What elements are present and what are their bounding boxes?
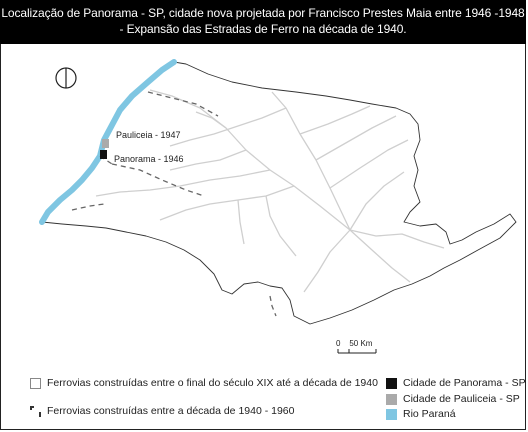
legend-railways-old: Ferrovias construídas entre o final do s…	[30, 377, 378, 389]
legend-swatch-pauliceia	[386, 393, 397, 405]
railways-new	[71, 91, 277, 317]
sao-paulo-map: Pauliceia - 1947 Panorama - 1946 0 50 Km	[39, 59, 517, 354]
legend-panorama: Cidade de Panorama - SP	[386, 377, 526, 389]
legend-railways-new: Ferrovias construídas entre a década de …	[30, 405, 295, 417]
legend-railways-old-label: Ferrovias construídas entre o final do s…	[47, 377, 378, 389]
legend-parana-label: Rio Paraná	[403, 408, 456, 420]
pauliceia-marker	[102, 139, 109, 148]
legend: Ferrovias construídas entre o final do s…	[0, 368, 526, 430]
north-arrow-icon	[55, 67, 77, 89]
legend-parana: Rio Paraná	[386, 408, 456, 420]
legend-pauliceia: Cidade de Pauliceia - SP	[386, 393, 520, 405]
legend-pauliceia-label: Cidade de Pauliceia - SP	[403, 393, 520, 405]
legend-swatch-parana	[386, 408, 397, 420]
legend-swatch-old	[30, 377, 41, 389]
panorama-label: Panorama - 1946	[114, 154, 184, 164]
title-line-2: - Expansão das Estradas de Ferro na déca…	[119, 22, 407, 36]
legend-panorama-label: Cidade de Panorama - SP	[403, 377, 526, 389]
legend-railways-new-label: Ferrovias construídas entre a década de …	[47, 405, 295, 417]
scale-bar: 0 50 Km	[336, 339, 377, 354]
legend-swatch-panorama	[386, 377, 397, 389]
title-bar: Localização de Panorama - SP, cidade nov…	[0, 0, 526, 44]
scale-label: 0 50 Km	[336, 339, 373, 348]
legend-swatch-new	[30, 405, 41, 417]
panorama-marker	[100, 150, 107, 159]
pauliceia-label: Pauliceia - 1947	[116, 130, 181, 140]
railways-old	[95, 89, 445, 293]
title-line-1: Localização de Panorama - SP, cidade nov…	[1, 6, 525, 20]
